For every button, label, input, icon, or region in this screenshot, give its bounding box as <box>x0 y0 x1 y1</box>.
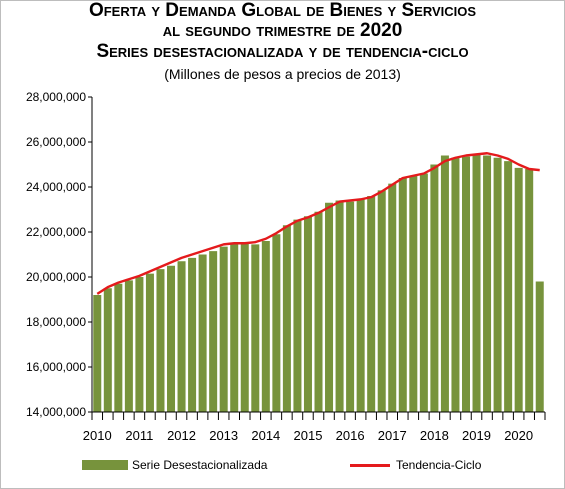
x-year-label-2018: 2018 <box>420 428 449 443</box>
y-tick-label-5: 24,000,000 <box>26 180 86 194</box>
x-year-label-2010: 2010 <box>83 428 112 443</box>
bar-11 <box>209 251 218 413</box>
bar-25 <box>356 199 365 413</box>
bar-29 <box>398 178 407 412</box>
y-tick-label-0: 14,000,000 <box>26 405 86 419</box>
bar-31 <box>419 173 428 412</box>
bar-10 <box>198 254 207 412</box>
x-year-label-2015: 2015 <box>294 428 323 443</box>
y-tick-label-2: 18,000,000 <box>26 315 86 329</box>
bar-35 <box>461 156 470 413</box>
bar-5 <box>145 273 154 413</box>
bar-15 <box>251 244 260 413</box>
chart-title-line-2: al segundo trimestre de 2020 <box>162 20 403 41</box>
bar-0 <box>93 295 102 412</box>
bar-36 <box>472 154 481 413</box>
x-year-label-2016: 2016 <box>336 428 365 443</box>
trend-line <box>96 152 540 295</box>
bar-23 <box>335 200 344 412</box>
x-year-label-2011: 2011 <box>125 428 153 443</box>
x-year-label-2012: 2012 <box>167 428 196 443</box>
x-tick-group: 2010 2011 2012 2013 2014 2015 2016 2017 2018 2019… <box>83 412 546 443</box>
bar-26 <box>367 196 376 412</box>
y-tick-label-6: 26,000,000 <box>26 135 86 149</box>
bar-33 <box>440 155 449 412</box>
legend-item-line: Tendencia-Ciclo <box>350 457 481 473</box>
y-tick-label-4: 22,000,000 <box>26 225 86 239</box>
bar-16 <box>261 241 270 412</box>
y-tick-group: 14,000,000 16,000,000 18,000,000 20,000,000… <box>26 90 92 419</box>
bar-18 <box>282 225 291 412</box>
bar-3 <box>124 280 133 413</box>
chart-subtitle: Series desestacionalizada y de tendencia… <box>96 41 469 62</box>
bar-14 <box>240 243 249 412</box>
bar-32 <box>430 164 439 412</box>
bar-34 <box>451 157 460 412</box>
legend-label-line: Tendencia-Ciclo <box>396 458 482 472</box>
bar-19 <box>293 219 302 412</box>
bar-13 <box>230 244 239 413</box>
bar-1 <box>103 288 112 412</box>
bar-2 <box>114 283 123 412</box>
bar-39 <box>504 161 513 412</box>
bar-27 <box>377 190 386 412</box>
chart-unit-note: (Millones de pesos a precios de 2013) <box>164 66 401 82</box>
chart-title-line-1: Oferta y Demanda Global de Bienes y Serv… <box>88 0 477 21</box>
bar-6 <box>156 269 165 413</box>
bar-17 <box>272 234 281 412</box>
y-tick-label-7: 28,000,000 <box>26 90 86 104</box>
bar-24 <box>346 201 355 413</box>
x-year-label-2020: 2020 <box>504 428 533 443</box>
x-year-label-2019: 2019 <box>462 428 491 443</box>
bar-20 <box>303 216 312 412</box>
bar-series-group <box>93 154 544 413</box>
bar-4 <box>135 277 144 412</box>
y-tick-label-1: 16,000,000 <box>26 360 86 374</box>
legend-item-bars: Serie Desestacionalizada <box>82 457 267 473</box>
bar-28 <box>388 183 397 413</box>
bar-42 <box>535 281 544 412</box>
bar-8 <box>177 261 186 412</box>
y-tick-label-3: 20,000,000 <box>26 270 86 284</box>
bar-7 <box>167 265 176 412</box>
bar-12 <box>219 246 228 413</box>
bar-22 <box>325 202 334 412</box>
bar-9 <box>188 257 197 413</box>
bar-37 <box>483 155 492 412</box>
legend-swatch-line <box>350 463 390 467</box>
bar-38 <box>493 157 502 412</box>
bar-21 <box>314 211 323 412</box>
x-year-label-2014: 2014 <box>251 428 280 443</box>
legend-label-bars: Serie Desestacionalizada <box>132 458 268 472</box>
bar-30 <box>409 175 418 412</box>
legend-swatch-bars <box>82 460 128 470</box>
bar-41 <box>525 169 534 412</box>
x-year-label-2017: 2017 <box>378 428 407 443</box>
x-year-label-2013: 2013 <box>209 428 238 443</box>
bar-40 <box>514 167 523 413</box>
